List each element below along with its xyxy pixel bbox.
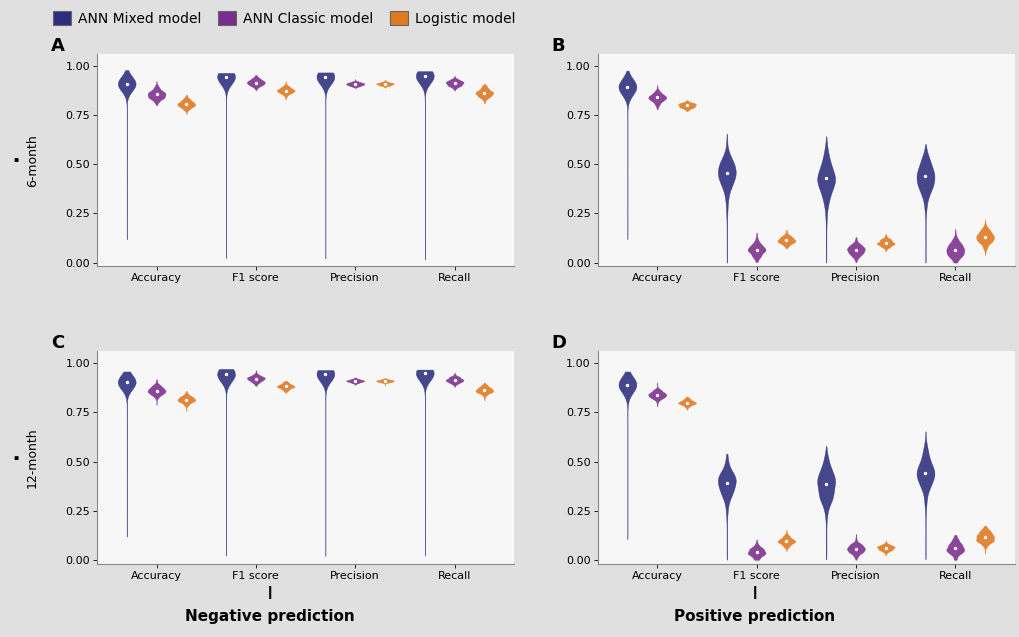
Legend: ANN Mixed model, ANN Classic model, Logistic model: ANN Mixed model, ANN Classic model, Logi… bbox=[48, 6, 521, 31]
Point bbox=[317, 71, 333, 82]
Point bbox=[679, 100, 695, 110]
Point bbox=[619, 380, 635, 390]
Point bbox=[476, 385, 492, 395]
Point bbox=[118, 377, 135, 387]
Point bbox=[916, 171, 932, 181]
Text: A: A bbox=[51, 37, 65, 55]
Text: Negative prediction: Negative prediction bbox=[185, 609, 355, 624]
Point bbox=[248, 374, 264, 384]
Point bbox=[718, 478, 735, 488]
Point bbox=[648, 92, 664, 103]
Point bbox=[976, 232, 993, 242]
Point bbox=[376, 79, 392, 89]
Point bbox=[947, 245, 963, 255]
Point bbox=[876, 238, 893, 248]
Point bbox=[446, 375, 463, 385]
Point bbox=[718, 168, 735, 178]
Point bbox=[218, 369, 234, 379]
Point bbox=[748, 547, 764, 557]
Point bbox=[679, 397, 695, 408]
Point bbox=[277, 382, 293, 392]
Point bbox=[446, 78, 463, 89]
Point bbox=[976, 532, 993, 542]
Point bbox=[277, 85, 293, 96]
Point bbox=[148, 89, 164, 99]
Text: 6-month: 6-month bbox=[25, 134, 39, 187]
Point bbox=[476, 88, 492, 98]
Point bbox=[317, 369, 333, 379]
Point bbox=[817, 479, 834, 489]
Point bbox=[346, 79, 363, 89]
Point bbox=[947, 543, 963, 553]
Point bbox=[619, 82, 635, 92]
Point bbox=[178, 99, 195, 110]
Text: ❙: ❙ bbox=[265, 586, 275, 599]
Point bbox=[777, 235, 794, 245]
Point bbox=[148, 385, 164, 396]
Point bbox=[847, 245, 863, 255]
Text: ◾: ◾ bbox=[13, 157, 18, 163]
Text: ◾: ◾ bbox=[13, 455, 18, 461]
Text: B: B bbox=[551, 37, 565, 55]
Point bbox=[118, 78, 135, 89]
Point bbox=[248, 78, 264, 88]
Text: ❙: ❙ bbox=[749, 586, 759, 599]
Point bbox=[346, 376, 363, 386]
Point bbox=[916, 468, 932, 478]
Point bbox=[416, 71, 432, 81]
Point bbox=[876, 543, 893, 553]
Text: D: D bbox=[551, 334, 567, 352]
Point bbox=[218, 71, 234, 82]
Point bbox=[847, 544, 863, 554]
Point bbox=[376, 376, 392, 386]
Point bbox=[748, 245, 764, 255]
Text: Positive prediction: Positive prediction bbox=[674, 609, 835, 624]
Point bbox=[777, 536, 794, 547]
Text: 12-month: 12-month bbox=[25, 427, 39, 488]
Point bbox=[178, 394, 195, 404]
Text: C: C bbox=[51, 334, 64, 352]
Point bbox=[817, 173, 834, 183]
Point bbox=[648, 390, 664, 400]
Point bbox=[416, 368, 432, 378]
